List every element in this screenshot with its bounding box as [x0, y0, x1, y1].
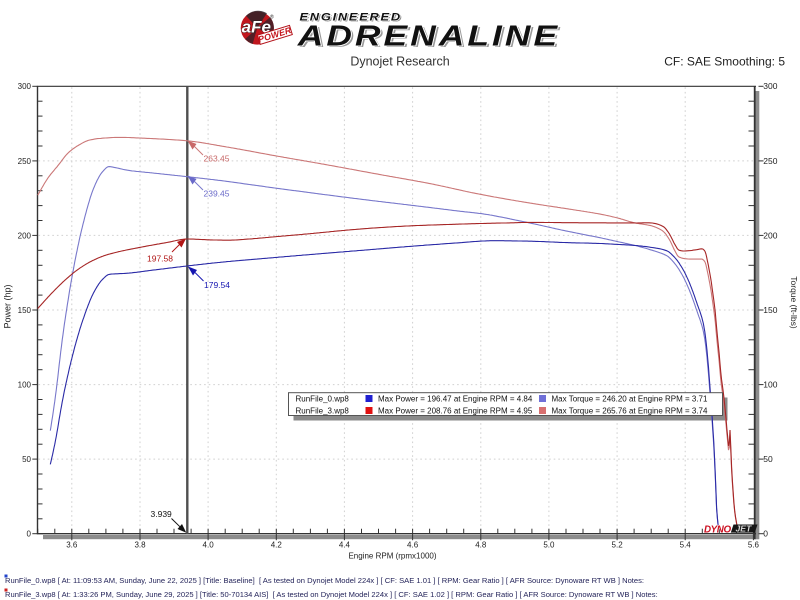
svg-text:263.45: 263.45 — [204, 154, 230, 164]
svg-text:250: 250 — [763, 156, 777, 166]
svg-text:5.0: 5.0 — [543, 540, 555, 549]
svg-text:Max Power = 208.76 at Engine R: Max Power = 208.76 at Engine RPM = 4.95 — [378, 406, 533, 415]
svg-text:Dynojet Research: Dynojet Research — [350, 55, 449, 69]
svg-text:RunFile_3.wp8: RunFile_3.wp8 — [296, 406, 350, 415]
svg-text:Max Power = 196.47 at Engine R: Max Power = 196.47 at Engine RPM = 4.84 — [378, 394, 533, 403]
svg-text:DYNO: DYNO — [704, 524, 731, 535]
svg-text:50: 50 — [22, 455, 31, 464]
svg-text:300: 300 — [763, 81, 777, 91]
svg-text:3.6: 3.6 — [66, 540, 78, 549]
svg-text:RunFile_0.wp8: RunFile_0.wp8 — [296, 394, 350, 403]
svg-text:Torque (ft-lbs): Torque (ft-lbs) — [789, 276, 799, 329]
svg-text:®: ® — [270, 14, 274, 21]
svg-text:150: 150 — [763, 305, 777, 315]
svg-text:JET: JET — [736, 523, 753, 533]
svg-text:3.8: 3.8 — [134, 540, 146, 549]
svg-text:4.8: 4.8 — [475, 540, 487, 549]
svg-text:4.2: 4.2 — [271, 540, 283, 549]
svg-text:0: 0 — [763, 529, 768, 539]
svg-text:5.4: 5.4 — [680, 540, 692, 549]
svg-text:Power (hp): Power (hp) — [3, 284, 13, 328]
svg-text:150: 150 — [18, 306, 32, 315]
svg-text:CF: SAE Smoothing: 5: CF: SAE Smoothing: 5 — [664, 55, 785, 69]
svg-text:50: 50 — [763, 454, 773, 464]
svg-text:RunFile_3.wp8 [ At: 1:33:26 PM: RunFile_3.wp8 [ At: 1:33:26 PM, Sunday, … — [5, 590, 658, 599]
svg-text:3.939: 3.939 — [151, 509, 173, 519]
svg-text:ADRENALINE: ADRENALINE — [299, 21, 562, 53]
svg-text:ADRENALINE: ADRENALINE — [297, 19, 560, 51]
svg-text:100: 100 — [763, 380, 777, 390]
svg-text:ENGINEERED: ENGINEERED — [300, 10, 402, 23]
svg-text:RunFile_0.wp8 [ At: 11:09:53 A: RunFile_0.wp8 [ At: 11:09:53 AM, Sunday,… — [5, 576, 644, 585]
svg-text:239.45: 239.45 — [204, 189, 230, 199]
svg-text:179.54: 179.54 — [204, 280, 230, 290]
svg-text:Max Torque = 265.76 at Engine: Max Torque = 265.76 at Engine RPM = 3.74 — [552, 406, 709, 415]
svg-text:4.6: 4.6 — [407, 540, 419, 549]
svg-text:200: 200 — [763, 230, 777, 240]
svg-text:250: 250 — [18, 157, 32, 166]
svg-text:4.4: 4.4 — [339, 540, 351, 549]
svg-text:5.2: 5.2 — [612, 540, 624, 549]
svg-text:0: 0 — [27, 530, 32, 539]
svg-text:ENGINEERED: ENGINEERED — [301, 11, 403, 24]
svg-text:200: 200 — [18, 231, 32, 240]
svg-text:Engine RPM (rpmx1000): Engine RPM (rpmx1000) — [348, 552, 436, 561]
svg-text:5.6: 5.6 — [748, 540, 760, 549]
svg-text:300: 300 — [18, 82, 32, 91]
svg-text:197.58: 197.58 — [147, 254, 173, 264]
svg-text:100: 100 — [18, 381, 32, 390]
svg-text:Max Torque = 246.20 at Engine: Max Torque = 246.20 at Engine RPM = 3.71 — [552, 394, 709, 403]
svg-text:4.0: 4.0 — [203, 540, 215, 549]
svg-text:aFe: aFe — [242, 18, 271, 37]
